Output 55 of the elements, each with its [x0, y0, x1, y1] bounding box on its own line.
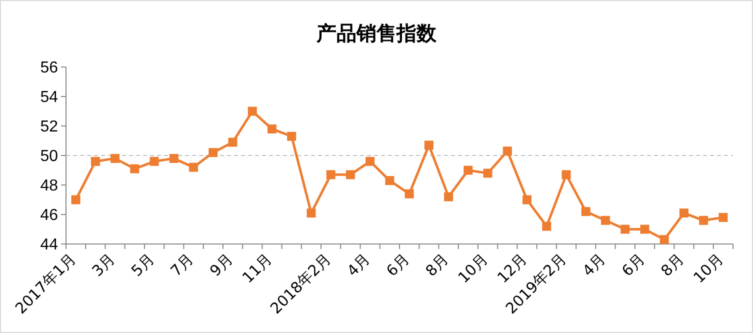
point: [306, 208, 316, 218]
point: [110, 154, 120, 163]
point: [424, 140, 434, 150]
x-tick-label: 9月: [206, 250, 236, 280]
point: [287, 132, 296, 141]
y-tick-label: 46: [40, 207, 58, 224]
x-tick-label: 6月: [618, 250, 648, 280]
point: [248, 106, 257, 116]
point: [404, 189, 414, 198]
point: [699, 216, 708, 225]
x-tick-label: 8月: [422, 250, 452, 280]
x-tick-label: 5月: [128, 250, 158, 280]
x-tick-label: 11月: [238, 250, 276, 287]
point: [483, 168, 492, 178]
chart-title: 产品销售指数: [316, 21, 438, 45]
y-tick-label: 50: [40, 148, 58, 166]
y-tick-label: 44: [40, 236, 58, 254]
x-tick-label: 7月: [166, 250, 198, 280]
y-tick-label: 48: [40, 178, 58, 195]
point: [346, 170, 355, 180]
point: [679, 208, 688, 218]
point: [502, 146, 512, 156]
x-tick-label: 10月: [454, 250, 492, 287]
point: [522, 195, 532, 204]
point: [562, 170, 571, 180]
point: [366, 156, 375, 166]
point: [150, 156, 159, 166]
point: [581, 207, 590, 216]
point: [620, 224, 630, 234]
x-tick-label: 4月: [344, 250, 374, 280]
point: [267, 124, 276, 134]
point: [660, 235, 669, 244]
point: [444, 192, 454, 202]
point: [385, 176, 394, 186]
y-tick-label: 52: [40, 118, 58, 136]
point: [71, 195, 80, 204]
x-tick-label: 10月: [690, 250, 727, 287]
point: [326, 170, 336, 180]
x-tick-label: 8月: [657, 250, 688, 280]
x-tick-label: 4月: [578, 250, 610, 280]
point: [600, 216, 610, 225]
point: [718, 212, 728, 222]
point: [228, 138, 238, 147]
point: [169, 154, 178, 163]
y-tick-label: 54: [40, 89, 58, 106]
point: [189, 162, 198, 172]
x-tick-label: 3月: [88, 250, 119, 280]
point: [130, 164, 140, 174]
point: [208, 148, 218, 158]
y-tick-label: 56: [40, 60, 58, 77]
point: [90, 156, 100, 166]
point: [542, 222, 552, 231]
point: [640, 224, 650, 234]
point: [464, 166, 473, 175]
x-tick-label: 6月: [382, 250, 413, 280]
